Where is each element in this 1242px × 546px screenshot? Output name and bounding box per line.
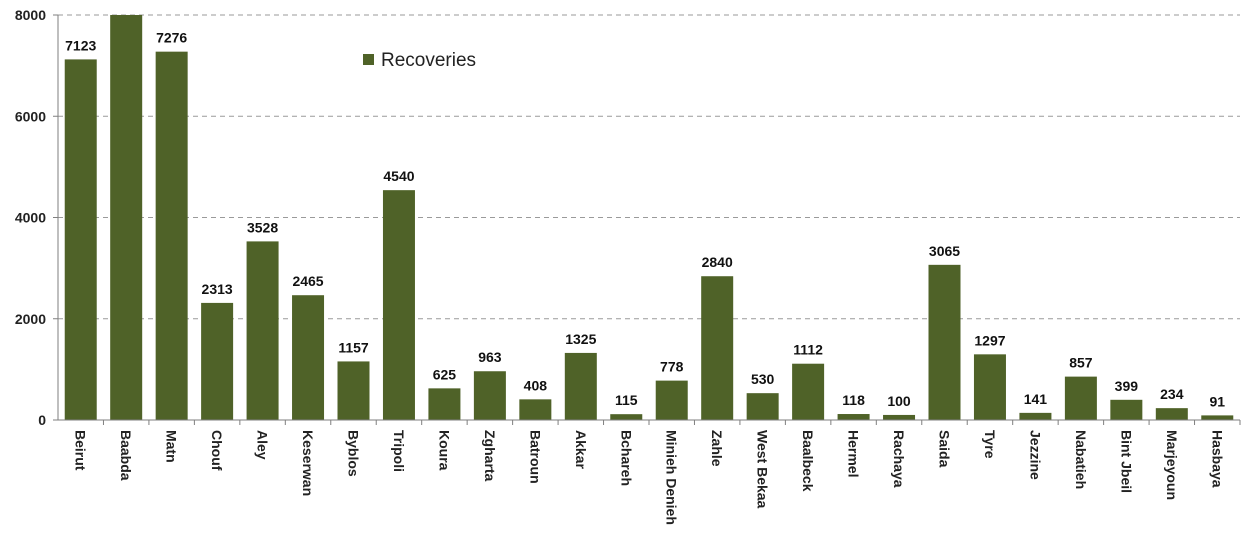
bars xyxy=(64,15,1234,421)
x-tick-label: Jezzine xyxy=(1027,430,1043,480)
bar xyxy=(610,414,643,420)
bar xyxy=(1155,408,1188,420)
data-label: 625 xyxy=(433,366,457,382)
y-axis: 0 2000 4000 6000 8000 xyxy=(15,7,59,428)
x-tick-label: Matn xyxy=(164,430,180,463)
data-label: 1157 xyxy=(338,339,369,355)
data-label: 1297 xyxy=(974,332,1005,348)
bar xyxy=(519,399,552,420)
x-tick-label: Saida xyxy=(937,430,953,468)
bar xyxy=(928,264,961,420)
x-tick-label: Bchareh xyxy=(618,430,634,486)
bar xyxy=(110,15,143,420)
x-tick-label: Keserwan xyxy=(300,430,316,496)
data-label: 963 xyxy=(478,349,502,365)
x-tick-label: Rachaya xyxy=(891,430,907,488)
bar xyxy=(428,388,461,420)
data-label: 399 xyxy=(1115,378,1139,394)
bar xyxy=(246,241,279,420)
bar xyxy=(1201,415,1234,420)
bar xyxy=(1110,399,1143,420)
data-label: 141 xyxy=(1024,391,1048,407)
bar xyxy=(292,295,325,420)
x-tick-label: Baabda xyxy=(118,430,134,481)
gridlines xyxy=(58,14,1240,320)
x-tick-label: Tripoli xyxy=(391,430,407,472)
data-label: 234 xyxy=(1160,386,1184,402)
x-tick-label: Beirut xyxy=(73,430,89,471)
data-label: 778 xyxy=(660,359,684,375)
bar xyxy=(64,59,97,420)
bar xyxy=(1019,412,1052,420)
y-tick-label: 8000 xyxy=(15,7,46,23)
bar xyxy=(746,393,779,420)
x-axis: Beirut Baabda Matn Chouf Aley Keserwan Byblos T… xyxy=(58,419,1241,525)
bar xyxy=(973,354,1006,420)
data-label: 2840 xyxy=(702,254,733,270)
bar xyxy=(473,371,506,420)
data-label: 3528 xyxy=(247,219,278,235)
data-label: 1325 xyxy=(565,331,596,347)
x-tick-label: Minieh Denieh xyxy=(664,430,680,525)
bar xyxy=(564,352,597,420)
data-label: 91 xyxy=(1209,393,1225,409)
data-label: 118 xyxy=(842,392,865,408)
bar xyxy=(655,380,688,420)
x-tick-label: Hermel xyxy=(846,430,862,477)
data-label: 2465 xyxy=(292,273,323,289)
data-label: 3065 xyxy=(929,243,960,259)
legend-swatch xyxy=(363,54,374,65)
x-tick-label: Tyre xyxy=(982,430,998,459)
x-tick-label: Batroun xyxy=(527,430,543,484)
data-label: 857 xyxy=(1069,355,1093,371)
x-tick-label: Koura xyxy=(436,430,452,471)
x-tick-label: West Bekaa xyxy=(755,430,771,509)
data-label: 4540 xyxy=(383,168,414,184)
legend: Recoveries xyxy=(363,50,476,71)
data-label: 530 xyxy=(751,371,775,387)
x-tick-label: Baalbeck xyxy=(800,430,816,492)
bar xyxy=(337,361,370,420)
x-tick-label: Zahle xyxy=(709,430,725,467)
data-label: 1112 xyxy=(793,342,823,358)
data-label: 7276 xyxy=(156,30,187,46)
bar xyxy=(1064,376,1097,420)
y-tick-label: 0 xyxy=(38,412,46,428)
x-tick-label: Marjeyoun xyxy=(1164,430,1180,500)
y-tick-label: 4000 xyxy=(15,210,46,226)
x-tick-label: Chouf xyxy=(209,430,225,471)
y-tick-label: 2000 xyxy=(15,311,46,327)
data-label: 115 xyxy=(615,392,638,408)
data-label: 2313 xyxy=(202,281,233,297)
data-labels: 7123 7276 2313 3528 2465 1157 4540 625 963 408 132… xyxy=(65,30,1225,410)
x-tick-label: Bint Jbeil xyxy=(1118,430,1134,493)
x-tick-label: Nabatieh xyxy=(1073,430,1089,489)
bar xyxy=(792,363,825,420)
data-label: 7123 xyxy=(65,37,96,53)
x-tick-label: Zgharta xyxy=(482,430,498,482)
bar xyxy=(382,190,415,420)
bar xyxy=(701,276,734,420)
legend-label: Recoveries xyxy=(381,50,476,71)
data-label: 408 xyxy=(524,377,548,393)
x-tick-label: Aley xyxy=(255,430,271,460)
y-tick-label: 6000 xyxy=(15,108,46,124)
data-label: 100 xyxy=(887,393,911,409)
bar xyxy=(201,302,234,420)
x-tick-label: Byblos xyxy=(346,430,362,477)
bar xyxy=(837,414,870,420)
bar xyxy=(155,51,188,421)
bar xyxy=(883,414,916,420)
x-tick-label: Hasbaya xyxy=(1209,430,1225,488)
x-tick-label: Akkar xyxy=(573,430,589,469)
